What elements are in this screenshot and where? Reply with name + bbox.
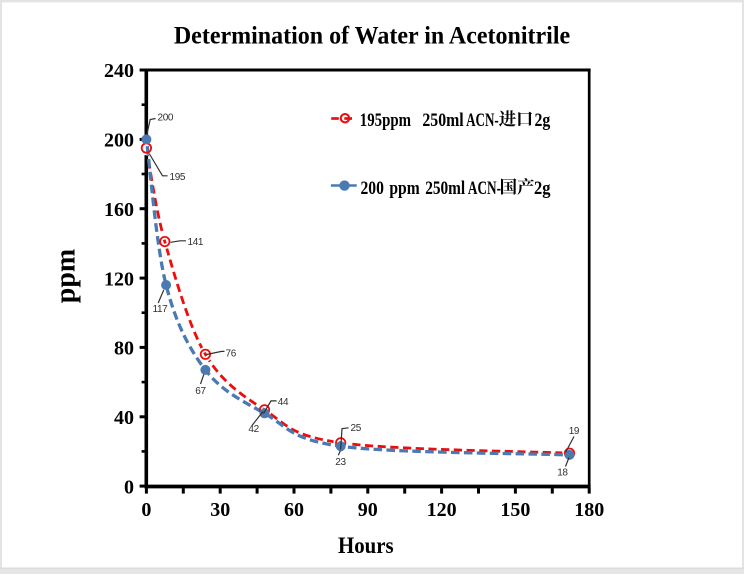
svg-text:180: 180 xyxy=(574,499,604,521)
svg-text:ACN-: ACN- xyxy=(466,111,499,131)
svg-text:Determination of Water in Acet: Determination of Water in Acetonitrile xyxy=(174,22,570,50)
svg-text:ppm: ppm xyxy=(50,249,81,303)
svg-text:240: 240 xyxy=(104,60,134,82)
svg-text:Hours: Hours xyxy=(338,532,394,558)
svg-text:23: 23 xyxy=(335,457,346,468)
svg-text:ppm: ppm xyxy=(389,178,419,199)
svg-text:67: 67 xyxy=(195,386,206,397)
svg-text:60: 60 xyxy=(284,499,304,521)
svg-text:117: 117 xyxy=(153,304,169,315)
svg-text:120: 120 xyxy=(427,499,457,521)
svg-text:30: 30 xyxy=(210,499,230,521)
svg-text:ACN-: ACN- xyxy=(468,179,501,199)
svg-text:42: 42 xyxy=(248,424,259,435)
svg-text:195: 195 xyxy=(170,172,186,183)
svg-text:90: 90 xyxy=(358,499,378,521)
svg-text:19: 19 xyxy=(569,426,580,437)
svg-text:150: 150 xyxy=(500,499,530,521)
svg-text:25: 25 xyxy=(351,423,362,434)
svg-text:200: 200 xyxy=(361,178,384,199)
svg-text:2g: 2g xyxy=(534,177,551,198)
svg-text:200: 200 xyxy=(104,130,134,152)
svg-text:250ml: 250ml xyxy=(422,110,463,130)
svg-text:120: 120 xyxy=(104,268,134,290)
svg-text:44: 44 xyxy=(278,397,289,408)
svg-text:0: 0 xyxy=(141,499,151,521)
svg-text:80: 80 xyxy=(114,338,134,360)
svg-text:250ml: 250ml xyxy=(425,178,465,199)
svg-text:76: 76 xyxy=(226,348,237,359)
svg-text:141: 141 xyxy=(188,237,204,248)
svg-text:200: 200 xyxy=(158,112,174,123)
svg-text:40: 40 xyxy=(114,407,134,429)
svg-text:2g: 2g xyxy=(535,110,551,130)
svg-text:195ppm: 195ppm xyxy=(360,109,411,130)
svg-text:18: 18 xyxy=(557,468,568,479)
svg-text:0: 0 xyxy=(124,476,134,498)
svg-text:160: 160 xyxy=(104,199,134,221)
